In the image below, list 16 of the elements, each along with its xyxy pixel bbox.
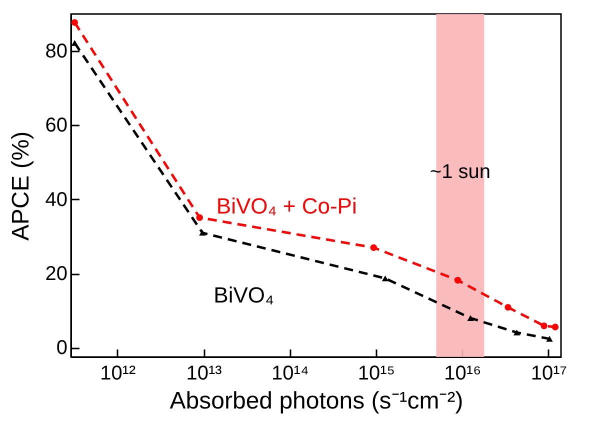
series-label: BiVO₄ (214, 282, 274, 308)
y-tick-label: 60 (45, 114, 68, 137)
x-tick-label: 10¹⁵ (358, 362, 396, 384)
y-axis-title: APCE (%) (7, 131, 34, 241)
x-tick-label: 10¹⁶ (444, 362, 482, 384)
x-tick-label: 10¹⁷ (530, 362, 567, 384)
y-tick-label: 40 (45, 188, 68, 211)
x-axis-title: Absorbed photons (s⁻¹cm⁻²) (170, 388, 464, 414)
x-tick-label: 10¹⁴ (272, 362, 310, 384)
x-tick-label: 10¹³ (186, 362, 222, 384)
y-tick-label: 80 (45, 40, 68, 63)
x-tick-label: 10¹² (100, 362, 136, 384)
y-tick-label: 0 (56, 337, 68, 360)
series-label: BiVO₄ + Co-Pi (216, 194, 357, 219)
y-tick-label: 20 (45, 263, 68, 286)
band-label: ~1 sun (430, 160, 491, 183)
